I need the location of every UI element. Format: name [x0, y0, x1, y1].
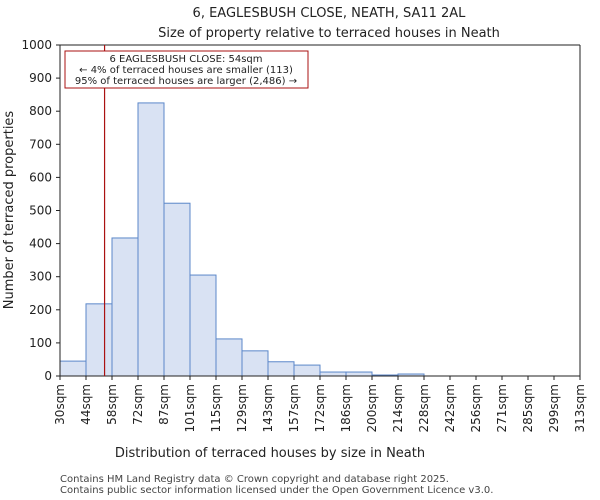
x-tick-label: 87sqm: [157, 384, 171, 425]
annotation-box: [64, 50, 309, 89]
annotation-line-3: 95% of terraced houses are larger (2,486…: [75, 76, 297, 87]
y-tick-label: 500: [29, 204, 52, 218]
y-tick-label: 300: [29, 270, 52, 284]
bar-72sqm: [137, 102, 165, 377]
x-tick-label: 143sqm: [261, 384, 275, 432]
x-tick-label: 299sqm: [547, 384, 561, 432]
x-axis-label: Distribution of terraced houses by size …: [115, 446, 425, 461]
bars-group: [59, 102, 425, 377]
x-tick-label: 242sqm: [443, 384, 457, 432]
footer-line-2: Contains public sector information licen…: [60, 485, 494, 496]
x-tick-label: 30sqm: [53, 384, 67, 425]
bar-143sqm: [267, 361, 295, 377]
x-tick-label: 228sqm: [417, 384, 431, 432]
y-tick-label: 900: [29, 71, 52, 85]
x-tick-label: 214sqm: [391, 384, 405, 432]
y-tick-label: 200: [29, 303, 52, 317]
x-tick-label: 58sqm: [105, 384, 119, 425]
bar-186sqm: [345, 371, 373, 377]
y-tick-label: 1000: [21, 38, 52, 52]
bar-157sqm: [293, 364, 321, 377]
footer-line-1: Contains HM Land Registry data © Crown c…: [60, 474, 449, 485]
x-tick-label: 115sqm: [209, 384, 223, 432]
y-tick-label: 0: [44, 369, 52, 383]
y-tick-label: 600: [29, 170, 52, 184]
y-axis-label: Number of terraced properties: [2, 111, 17, 310]
bar-58sqm: [111, 237, 139, 377]
x-axis: 30sqm 44sqm 58sqm 72sqm 87sqm 101sqm 115sqm 129…: [53, 376, 587, 432]
y-tick-label: 400: [29, 237, 52, 251]
x-tick-label: 172sqm: [313, 384, 327, 432]
y-tick-label: 100: [29, 336, 52, 350]
y-tick-label: 700: [29, 137, 52, 151]
x-tick-label: 271sqm: [495, 384, 509, 432]
y-tick-label: 800: [29, 104, 52, 118]
annotation-line-2: ← 4% of terraced houses are smaller (113…: [79, 65, 293, 76]
y-axis: 0 100 200 300 400 500 600 700 800 900 1000: [21, 38, 60, 383]
x-tick-label: 186sqm: [339, 384, 353, 432]
x-tick-label: 157sqm: [287, 384, 301, 432]
x-tick-label: 285sqm: [521, 384, 535, 432]
x-tick-label: 256sqm: [469, 384, 483, 432]
bar-44sqm: [85, 303, 113, 377]
x-tick-label: 101sqm: [183, 384, 197, 432]
chart-subtitle: Size of property relative to terraced ho…: [158, 26, 500, 41]
x-tick-label: 313sqm: [573, 384, 587, 432]
bar-101sqm: [189, 274, 217, 377]
annotation-line-1: 6 EAGLESBUSH CLOSE: 54sqm: [109, 54, 262, 65]
x-tick-label: 72sqm: [131, 384, 145, 425]
chart-title: 6, EAGLESBUSH CLOSE, NEATH, SA11 2AL: [193, 6, 467, 21]
x-tick-label: 44sqm: [79, 384, 93, 425]
bar-172sqm: [319, 371, 347, 377]
bar-87sqm: [163, 202, 191, 377]
bar-115sqm: [215, 338, 243, 377]
x-tick-label: 129sqm: [235, 384, 249, 432]
bar-129sqm: [241, 350, 269, 377]
x-tick-label: 200sqm: [365, 384, 379, 432]
bar-30sqm: [59, 360, 87, 377]
